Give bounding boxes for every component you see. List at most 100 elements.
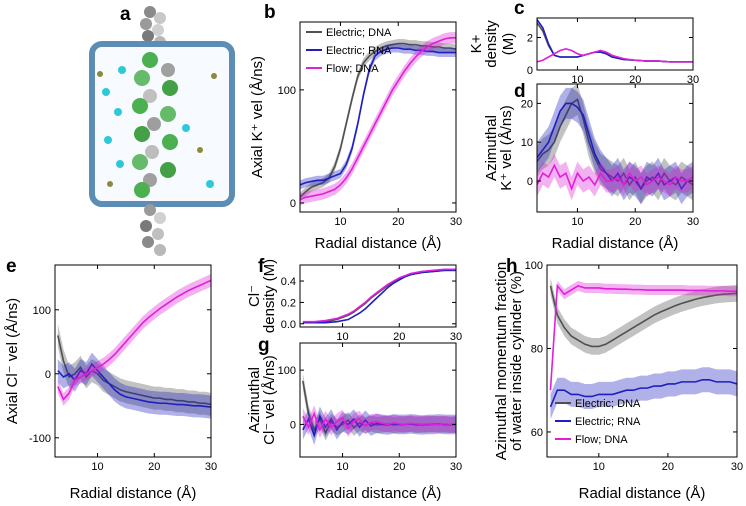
legend-label-h-2: Flow; DNA: [575, 434, 628, 446]
panel-f-letter: f: [258, 256, 265, 277]
panel-f: 10 20 30 0.0 0.2 0.4 f Cl⁻density (M): [246, 256, 462, 343]
legend-label-b-2: Flow; DNA: [326, 63, 379, 75]
dna-helix-bottom: [140, 204, 166, 256]
y-tick-label-b-1: 100: [278, 85, 296, 97]
y-axis-title-c-unit: (M): [500, 33, 517, 56]
line-b-electric-rna: [300, 47, 456, 186]
line-b-electric-dna: [300, 42, 456, 198]
x-tick-label-f-30: 30: [450, 331, 462, 343]
y-axis-title-c-line-0: K+: [468, 34, 485, 53]
band-h-flow-dna: [550, 280, 737, 396]
y-tick-label-d-1: 10: [521, 137, 533, 149]
x-tick-label-d-30: 30: [687, 216, 699, 228]
panel-g-letter: g: [258, 335, 270, 356]
legend-label-b-1: Electric; RNA: [326, 45, 392, 57]
y-axis-title-g-line-1: Cl⁻ vel (Å/ns): [261, 355, 278, 445]
panel-e-letter: e: [6, 256, 17, 277]
line-d-flow-dna: [537, 163, 693, 192]
series-group-h: [549, 277, 737, 420]
y-tick-label-g-1: 100: [278, 365, 296, 377]
y-axis-title-h-line-0: Azimuthal momentum fraction: [493, 262, 510, 460]
y-axis-title-b: Axial K⁺ vel (Å/ns): [249, 56, 266, 178]
y-tick-label-e-1: 0: [45, 369, 51, 381]
y-axis-title-f-line-0: Cl⁻: [246, 285, 263, 307]
axes-frame-c: [536, 17, 694, 71]
legend-h: Electric; DNA Electric; RNA Flow; DNA: [555, 398, 641, 446]
axes-frame-d: [536, 83, 694, 213]
y-tick-label-h-2: 100: [525, 260, 543, 272]
y-tick-label-h-1: 80: [531, 343, 543, 355]
x-tick-label-c-10: 10: [571, 74, 583, 86]
axes-frame-g: [299, 342, 457, 458]
series-group-g: [302, 372, 456, 446]
y-tick-label-f-1: 0.2: [281, 297, 296, 309]
panel-b-letter: b: [264, 2, 276, 23]
panel-h-letter: h: [506, 256, 518, 277]
x-tick-label-b-30: 30: [450, 216, 462, 228]
panel-e: 10 20 30 -100 0 100 e Radial distance (Å) Axial …: [4, 256, 217, 502]
legend-b: Electric; DNA Electric; RNA Flow; DNA: [306, 27, 392, 75]
x-tick-label-h-20: 20: [662, 461, 674, 473]
nanopore-membrane-box: [89, 41, 235, 207]
band-e-electric-dna: [57, 323, 211, 417]
x-tick-label-b-10: 10: [334, 216, 346, 228]
legend-label-b-0: Electric; DNA: [326, 27, 392, 39]
panel-c: 10 20 30 0 2 c K+density (M): [468, 0, 699, 86]
x-tick-label-e-20: 20: [148, 461, 160, 473]
line-c-flow-dna: [537, 48, 693, 63]
y-tick-label-f-0: 0.0: [281, 319, 296, 331]
axes-frame-f: [299, 264, 457, 328]
panel-h: 10 20 30 60 80 100 h Radial distance (Å) Azimuth…: [493, 256, 743, 502]
y-tick-label-h-0: 60: [531, 427, 543, 439]
band-d-flow-dna: [537, 153, 693, 201]
band-e-flow-dna: [57, 273, 211, 406]
x-axis-title-e: Radial distance (Å): [70, 485, 197, 502]
band-h-electric-rna: [550, 367, 737, 420]
series-group-d: [537, 84, 693, 205]
line-f-flow-dna: [302, 268, 456, 323]
x-tick-label-f-20: 20: [393, 331, 405, 343]
x-tick-label-g-10: 10: [336, 461, 348, 473]
y-axis-title-f-line-1: density (M): [261, 259, 278, 333]
x-tick-label-d-20: 20: [629, 216, 641, 228]
x-tick-label-e-10: 10: [91, 461, 103, 473]
line-e-flow-dna: [57, 279, 211, 401]
series-group-e: [57, 273, 211, 419]
x-tick-label-h-10: 10: [593, 461, 605, 473]
ions: [97, 66, 217, 188]
line-h-flow-dna: [549, 283, 737, 391]
x-tick-label-g-30: 30: [450, 461, 462, 473]
y-tick-label-f-2: 0.4: [281, 276, 296, 288]
y-tick-label-d-0: 0: [527, 176, 533, 188]
line-h-electric-dna: [549, 285, 737, 348]
line-f-electric-rna: [302, 269, 456, 324]
x-axis-title-h: Radial distance (Å): [579, 485, 706, 502]
line-h-electric-rna: [549, 378, 737, 408]
y-axis-title-c-line-1: density: [483, 20, 500, 68]
y-tick-label-d-2: 20: [521, 98, 533, 110]
y-tick-label-c-1: 2: [527, 33, 533, 45]
panel-a-letter: a: [120, 4, 131, 25]
y-axis-title-g-line-0: Azimuthal: [246, 367, 263, 433]
y-tick-label-e-2: 100: [33, 305, 51, 317]
axes-frame-h: [546, 264, 738, 458]
band-d-electric-rna: [537, 87, 693, 205]
band-h-electric-dna: [550, 277, 737, 355]
panel-d-letter: d: [514, 81, 526, 102]
series-group-f: [302, 268, 456, 324]
x-tick-label-f-10: 10: [336, 331, 348, 343]
x-tick-label-c-30: 30: [687, 74, 699, 86]
panel-a-illustration: a: [89, 4, 235, 256]
axes-frame-e: [54, 264, 212, 458]
x-axis-title-d: Radial distance (Å): [552, 235, 679, 252]
x-tick-label-e-30: 30: [205, 461, 217, 473]
band-g-electric-rna: [302, 406, 456, 446]
y-axis-title-e: Axial Cl⁻ vel (Å/ns): [4, 298, 21, 424]
legend-label-h-1: Electric; RNA: [575, 416, 641, 428]
y-tick-label-c-0: 0: [527, 65, 533, 77]
y-tick-label-g-0: 0: [290, 419, 296, 431]
axes-frame-b: [299, 21, 457, 213]
